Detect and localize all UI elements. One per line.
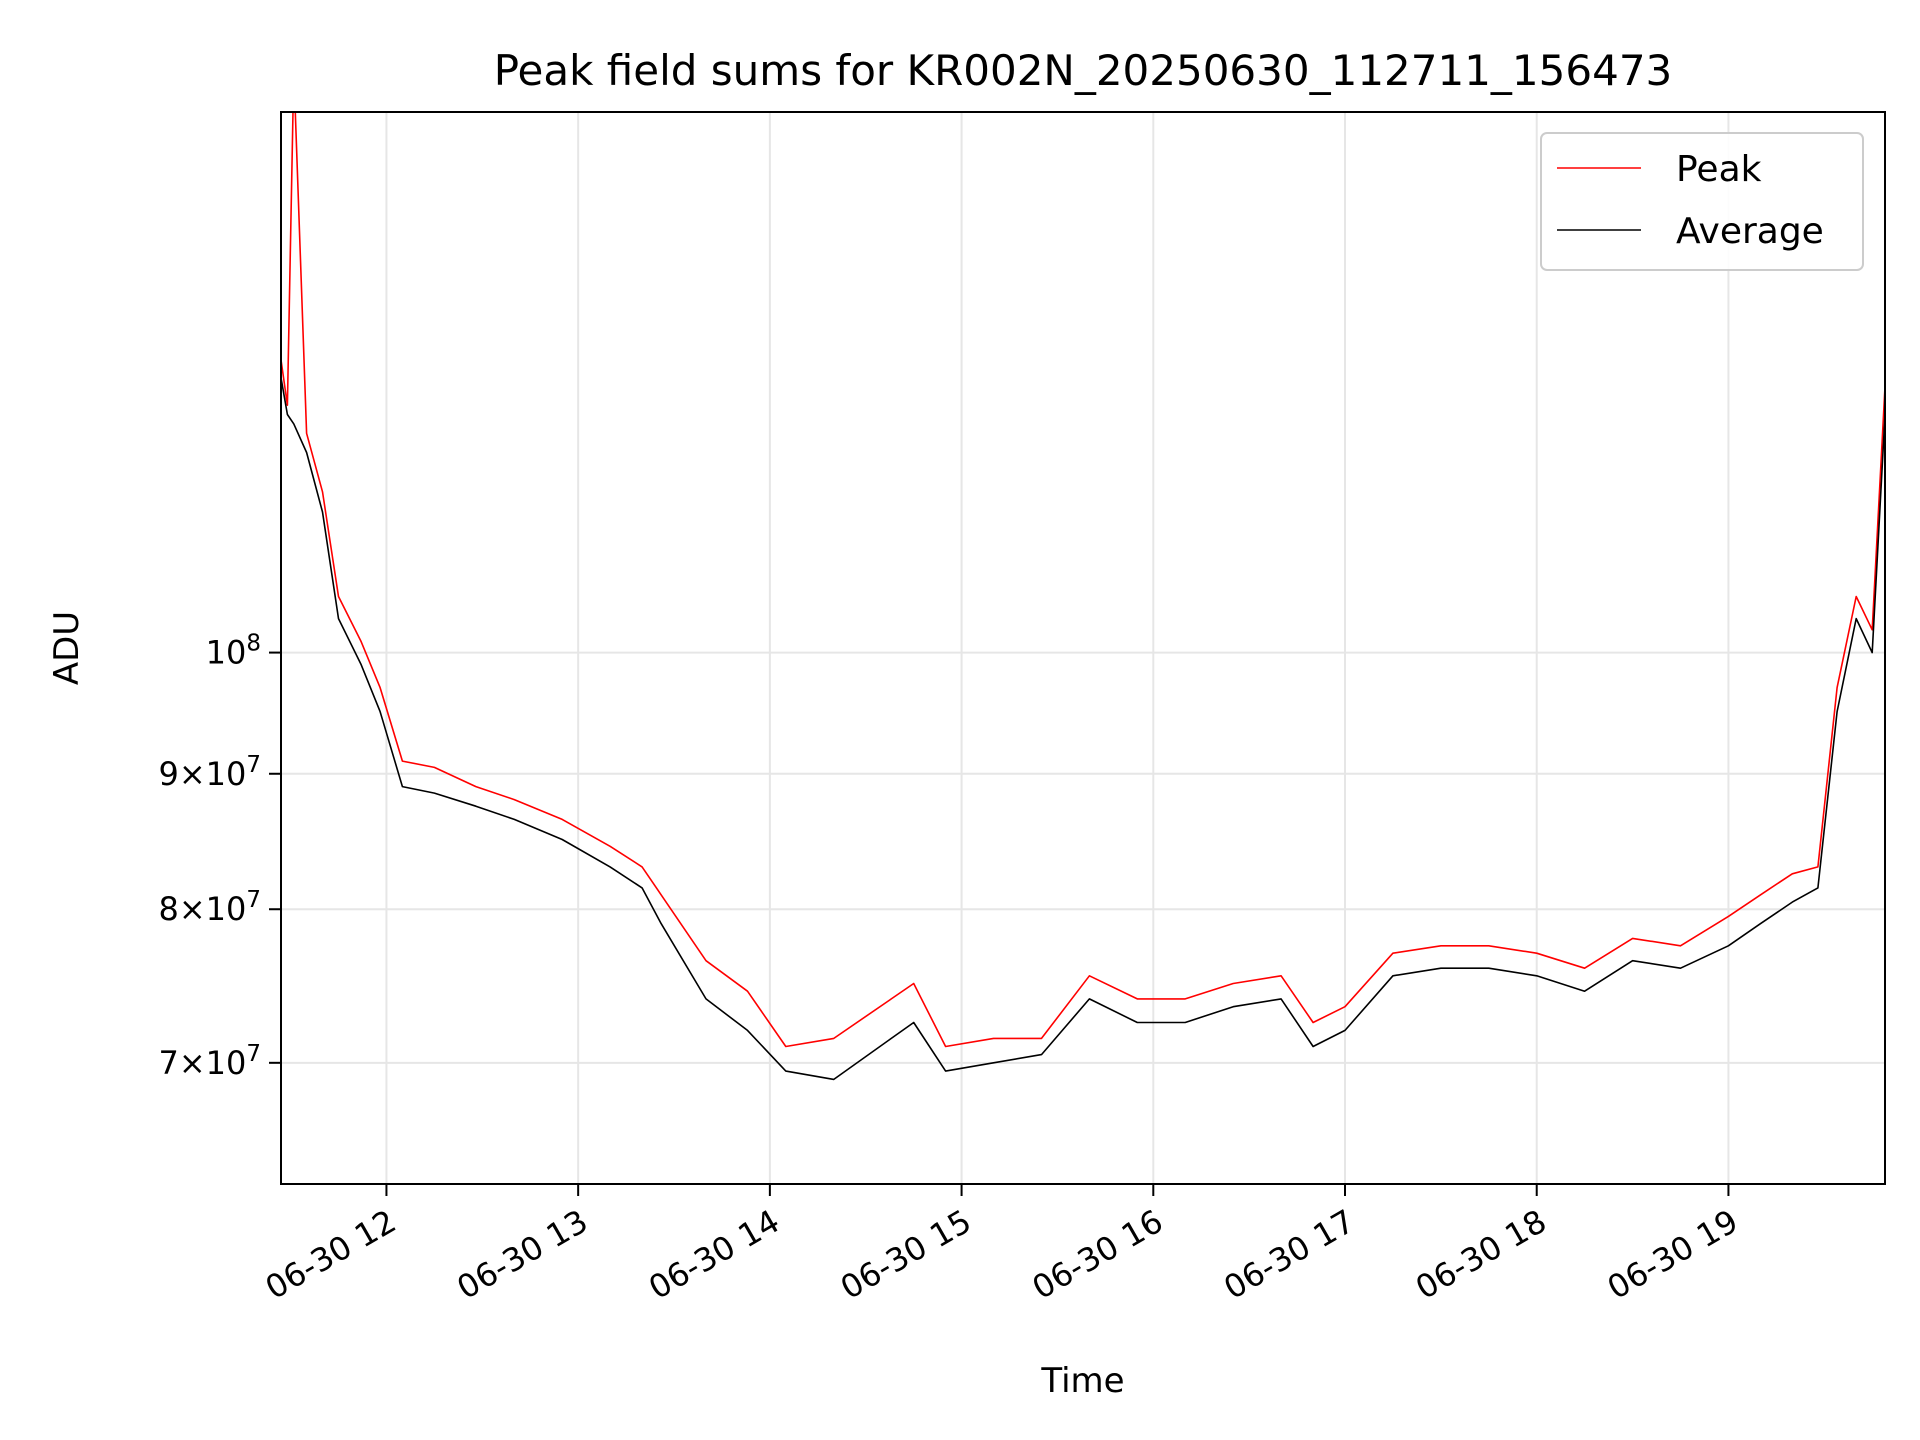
series-layer	[281, 112, 1885, 1081]
plot-frame	[280, 111, 1886, 1185]
chart-title: Peak field sums for KR002N_20250630_1127…	[494, 46, 1673, 95]
y-axis-label: ADU	[47, 611, 87, 685]
y-tick-label: 108	[206, 631, 261, 672]
legend-label: Average	[1676, 211, 1824, 252]
y-tick-label: 8×107	[158, 887, 261, 928]
series-line-average	[281, 377, 1885, 1081]
legend: Peak Average	[1540, 132, 1864, 271]
x-axis-label: Time	[1040, 1361, 1124, 1401]
series-line-peak	[281, 112, 1885, 1048]
y-tick-label: 9×107	[158, 752, 261, 793]
grid	[281, 112, 1885, 1184]
y-axis-ticks: 7×107 8×107 9×107 108	[158, 631, 281, 1082]
y-tick-label: 7×107	[158, 1041, 261, 1082]
legend-label: Peak	[1676, 149, 1762, 190]
